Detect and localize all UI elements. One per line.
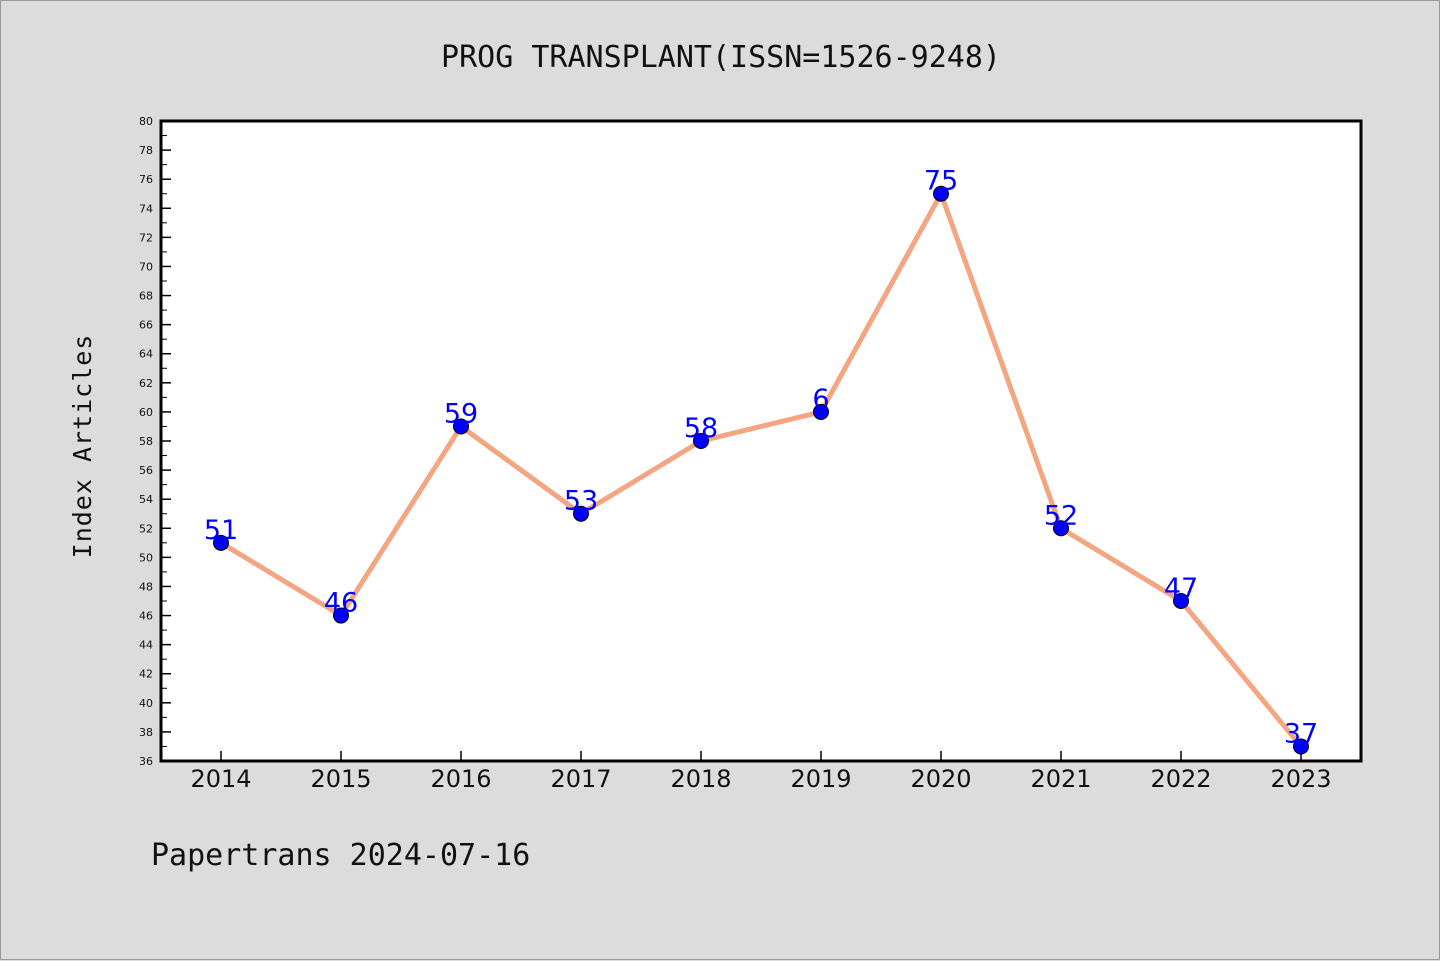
x-tick-label: 2023: [1270, 765, 1331, 793]
y-tick-label: 76: [139, 173, 153, 186]
y-tick-label: 54: [139, 493, 153, 506]
y-tick-label: 56: [139, 464, 153, 477]
data-point: [1053, 520, 1069, 537]
data-label: 52: [1044, 500, 1078, 531]
y-tick-label: 44: [139, 639, 153, 652]
y-tick-label: 62: [139, 377, 153, 390]
y-tick-label: 58: [139, 435, 153, 448]
y-axis-label: Index Articles: [68, 334, 97, 559]
x-tick-label: 2021: [1030, 765, 1091, 793]
data-label: 46: [324, 588, 358, 619]
y-tick-label: 38: [139, 726, 153, 739]
plot-area: [161, 121, 1361, 761]
x-axis-ticks: 2014 2015 2016 2017 2018 2019 2020 2021 2022 2023: [190, 751, 1332, 793]
y-tick-label: 50: [139, 551, 153, 564]
y-tick-label: 68: [139, 290, 153, 303]
data-label: 75: [924, 166, 958, 197]
data-point: [573, 505, 589, 522]
data-label: 37: [1284, 718, 1318, 749]
x-tick-label: 2020: [910, 765, 971, 793]
x-tick-label: 2014: [190, 765, 251, 793]
y-tick-label: 42: [139, 668, 153, 681]
y-tick-label: 80: [139, 115, 153, 128]
data-point: [693, 433, 709, 449]
data-point: [1293, 738, 1309, 755]
y-tick-label: 48: [139, 580, 153, 593]
plot-border: [159, 119, 1363, 763]
footer-date: Papertrans 2024-07-16: [151, 838, 530, 873]
x-tick-label: 2017: [550, 765, 611, 793]
x-tick-label: 2022: [1150, 765, 1211, 793]
y-tick-label: 66: [139, 319, 153, 332]
series-lines: [218, 191, 1304, 749]
y-tick-label: 60: [139, 406, 153, 419]
y-tick-label: 36: [139, 755, 153, 768]
data-label: 59: [444, 398, 478, 429]
y-tick-label: 70: [139, 260, 153, 273]
data-point: [1173, 593, 1189, 609]
chart-title: PROG TRANSPLANT(ISSN=1526-9248): [441, 40, 1001, 75]
y-tick-label: 78: [139, 144, 153, 157]
y-tick-label: 52: [139, 522, 153, 535]
data-labels: 51 46 59 53 58 6 75 52 47 37: [204, 166, 1318, 750]
series-line: [218, 191, 1304, 749]
y-axis-ticks: 36 38 40 42 44 46 48 50 52 54 56 58 60 62 64 66 68 70 72 74…: [139, 115, 171, 768]
data-point: [933, 185, 949, 202]
data-markers: [213, 185, 1309, 755]
data-label: 58: [684, 413, 718, 444]
x-tick-label: 2019: [790, 765, 851, 793]
data-label: 6: [812, 384, 829, 415]
data-point: [813, 403, 829, 420]
data-label: 53: [564, 486, 598, 517]
y-tick-label: 40: [139, 697, 153, 710]
x-tick-label: 2016: [430, 765, 491, 793]
y-tick-label: 64: [139, 348, 153, 361]
data-point: [213, 534, 229, 551]
data-point: [453, 418, 469, 435]
x-tick-label: 2018: [670, 765, 731, 793]
y-tick-label: 46: [139, 610, 153, 623]
data-label: 51: [204, 515, 238, 546]
y-tick-label: 74: [139, 202, 153, 215]
data-point: [333, 607, 349, 624]
x-tick-label: 2015: [310, 765, 371, 793]
data-label: 47: [1164, 573, 1198, 604]
y-tick-label: 72: [139, 231, 153, 244]
